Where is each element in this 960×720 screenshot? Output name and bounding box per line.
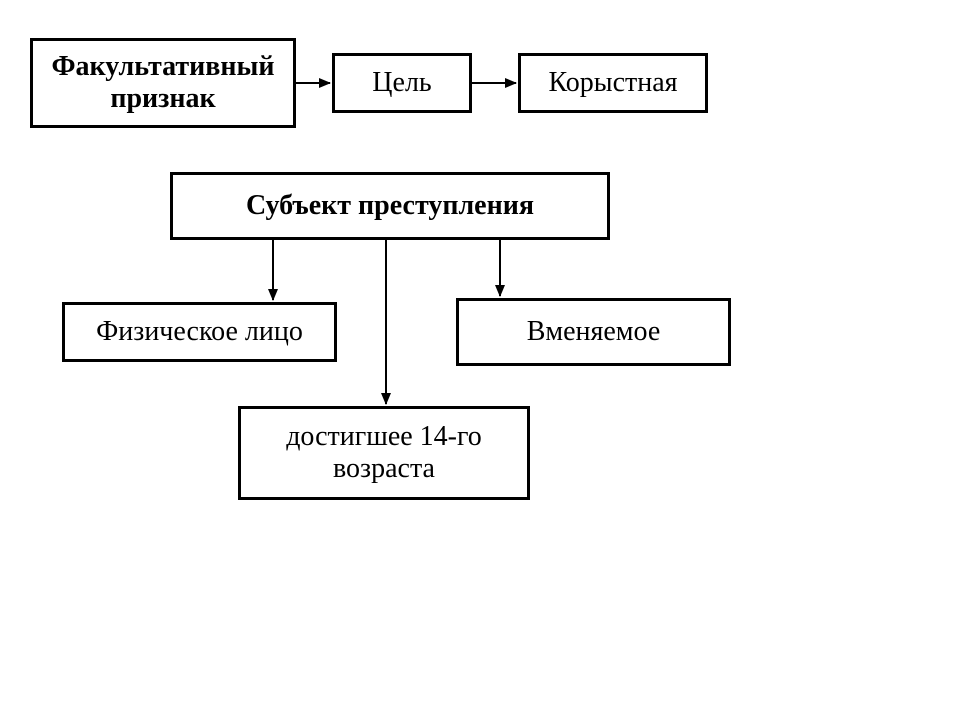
node-mercenary: Корыстная [518,53,708,113]
node-label: достигшее 14-го возраста [249,421,519,485]
node-sane: Вменяемое [456,298,731,366]
node-label: Субъект преступления [246,190,534,222]
node-goal: Цель [332,53,472,113]
node-label: Факультативный признак [41,51,285,115]
node-individual: Физическое лицо [62,302,337,362]
node-age14: достигшее 14-го возраста [238,406,530,500]
node-label: Физическое лицо [96,316,303,348]
node-facultative: Факультативный признак [30,38,296,128]
diagram-canvas: Факультативный признак Цель Корыстная Су… [0,0,960,720]
node-label: Корыстная [548,67,677,99]
node-label: Цель [372,67,431,99]
node-label: Вменяемое [527,316,661,348]
node-subject: Субъект преступления [170,172,610,240]
